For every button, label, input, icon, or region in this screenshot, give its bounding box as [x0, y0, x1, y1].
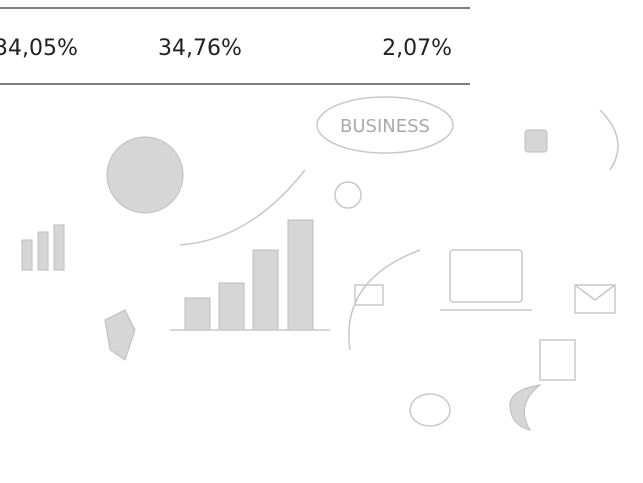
- sketch-lock: [524, 129, 548, 153]
- sketch-gear: [104, 309, 136, 361]
- sketch-bulb: [334, 181, 362, 209]
- sketch-moon: [509, 384, 542, 431]
- sketch-bar: [37, 231, 49, 271]
- table-cell: 34,76%: [158, 36, 242, 61]
- sketch-bar: [252, 249, 279, 331]
- background-illustration: BUSINESS: [21, 96, 619, 431]
- sketch-arrow: [348, 249, 421, 351]
- table-cell: 2,07%: [382, 36, 452, 61]
- sketch-bar: [184, 297, 211, 331]
- sketch-envelope: [574, 284, 616, 314]
- sketch-cloud: [409, 393, 451, 427]
- sketch-pie: [106, 136, 184, 214]
- sketch-robot: [539, 339, 576, 381]
- sketch-bar: [53, 224, 65, 271]
- sketch-envelope: [354, 284, 384, 306]
- sketch-ellipse: [316, 96, 454, 154]
- sketch-envelope-flap: [574, 284, 616, 301]
- table-cell: 34,05%: [0, 36, 78, 61]
- sketch-arrow: [599, 109, 619, 171]
- sketch-label: BUSINESS: [340, 116, 430, 137]
- sketch-bar: [21, 239, 33, 271]
- sketch-bar: [218, 282, 245, 331]
- sketch-bar: [287, 219, 314, 331]
- sketch-arrow: [179, 169, 306, 246]
- sketch-laptop: [449, 249, 523, 303]
